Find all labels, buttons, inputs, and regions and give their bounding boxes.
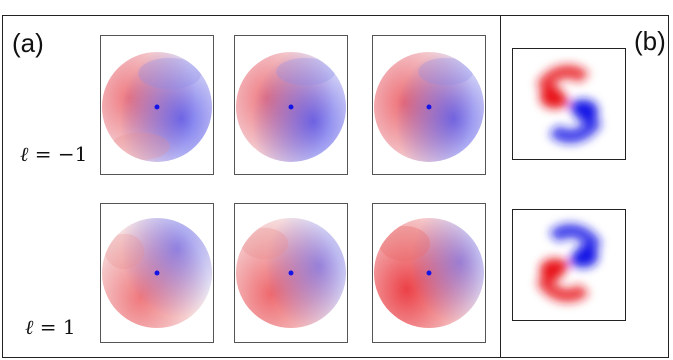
measured-field-row1-col3	[372, 35, 486, 175]
measured-field-row1-col1	[100, 35, 214, 175]
ell-symbol: ℓ	[25, 315, 34, 339]
measured-field-row2-col3	[372, 203, 486, 343]
simulated-field-ell-minus-1	[512, 48, 626, 160]
row-label-ell-plus-1: ℓ = 1	[25, 315, 76, 340]
panel-b-label: (b)	[634, 26, 666, 56]
panel-divider	[500, 15, 501, 358]
ell-value: = −1	[28, 142, 88, 166]
figure-frame	[2, 15, 669, 358]
ell-value: = 1	[33, 315, 76, 339]
measured-field-row2-col2	[234, 203, 348, 343]
row-label-ell-minus-1: ℓ = −1	[20, 142, 87, 167]
panel-a-label: (a)	[12, 28, 44, 58]
measured-field-row2-col1	[100, 203, 214, 343]
measured-field-row1-col2	[234, 35, 348, 175]
ell-symbol: ℓ	[20, 142, 29, 166]
simulated-field-ell-plus-1	[512, 209, 626, 321]
